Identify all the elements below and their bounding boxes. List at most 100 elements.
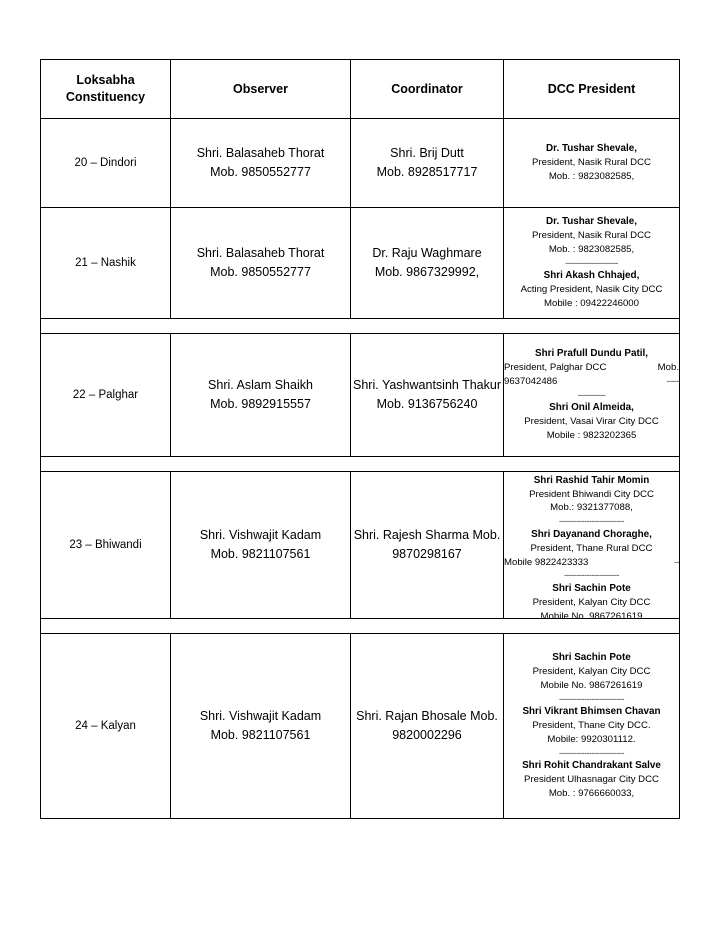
dcc-name: Shri Sachin Pote [552, 582, 631, 594]
coordinator-mobile: Mob. 9136756240 [376, 397, 478, 411]
dcc-content: Shri Rashid Tahir Momin President Bhiwan… [504, 474, 679, 618]
cell-observer: Shri. Balasaheb Thorat Mob. 9850552777 [170, 118, 351, 208]
cell-dcc-president: Shri Rashid Tahir Momin President Bhiwan… [503, 471, 680, 619]
cell-coordinator: Shri. Yashwantsinh Thakur Mob. 913675624… [350, 333, 504, 457]
dcc-separator: -------------------------- [559, 516, 624, 527]
cell-constituency: 23 – Bhiwandi [40, 471, 171, 619]
spacer-row [40, 318, 680, 334]
dcc-title: President, Kalyan City DCC [532, 666, 651, 678]
dcc-name: Shri Vikrant Bhimsen Chavan [522, 706, 661, 718]
dcc-entry: Shri Vikrant Bhimsen Chavan President, T… [505, 705, 679, 746]
dcc-separator: ----------- [577, 389, 606, 400]
cell-coordinator: Shri. Rajesh Sharma Mob. 9870298167 [350, 471, 504, 619]
dcc-title-line: President, Palghar DCC Mob. [504, 361, 679, 375]
cell-dcc-president: Dr. Tushar Shevale, President, Nasik Rur… [503, 207, 680, 319]
observer-mobile: Mob. 9821107561 [210, 547, 311, 561]
dcc-title: President, Vasai Virar City DCC [524, 416, 659, 428]
dcc-name: Shri Dayanand Choraghe, [531, 528, 652, 540]
cell-observer: Shri. Vishwajit Kadam Mob. 9821107561 [170, 633, 351, 819]
coordinator-name: Shri. Rajan Bhosale Mob. [356, 709, 498, 724]
dcc-name: Shri Akash Chhajed, [543, 270, 640, 282]
column-header-constituency-line2: Constituency [65, 90, 146, 104]
cell-constituency: 21 – Nashik [40, 207, 171, 319]
column-header-coordinator: Coordinator [350, 59, 504, 119]
dcc-name: Shri Prafull Dundu Patil, [534, 348, 649, 360]
table-row: 21 – Nashik Shri. Balasaheb Thorat Mob. … [40, 207, 680, 319]
coordinator-mobile: Mob. 8928517717 [376, 165, 478, 179]
dcc-mobile: Mobile No. 9867261619 [540, 679, 643, 691]
spacer-cell [40, 456, 680, 472]
dcc-entry: Shri Onil Almeida, President, Vasai Vira… [505, 401, 679, 442]
dcc-name: Shri Rohit Chandrakant Salve [522, 760, 661, 772]
coordinator-mobile: Mob. 9867329992, [374, 265, 480, 279]
dcc-mobile: Mob. : 9823082585, [548, 171, 635, 183]
coordinator-name: Shri. Yashwantsinh Thakur [353, 378, 501, 393]
dcc-mobile: Mob.: 9321377088, [550, 502, 633, 514]
column-header-dcc-president: DCC President [503, 59, 680, 119]
dcc-title: President, Nasik Rural DCC [532, 230, 651, 242]
spacer-row [40, 456, 680, 472]
table-row: 20 – Dindori Shri. Balasaheb Thorat Mob.… [40, 118, 680, 208]
column-header-constituency-line1: Loksabha [76, 73, 135, 88]
cell-dcc-president: Shri Sachin Pote President, Kalyan City … [503, 633, 680, 819]
spacer-cell [40, 618, 680, 634]
dcc-separator-fragment: ----- [666, 376, 679, 386]
observer-mobile: Mob. 9821107561 [210, 728, 311, 742]
dcc-mobile: Mobile : 09422246000 [544, 298, 639, 310]
dcc-entry: Shri Akash Chhajed, Acting President, Na… [505, 269, 679, 310]
coordinator-name: Shri. Brij Dutt [390, 146, 464, 161]
dcc-title: President, Thane Rural DCC [530, 542, 653, 554]
observer-name: Shri. Vishwajit Kadam [199, 709, 322, 724]
table-header-row: Loksabha Constituency Observer Coordinat… [40, 59, 680, 119]
dcc-title: President Bhiwandi City DCC [529, 488, 654, 500]
dcc-entry: Shri Dayanand Choraghe, President, Thane… [504, 528, 679, 570]
dcc-entry: Shri Rohit Chandrakant Salve President U… [505, 759, 679, 800]
cell-coordinator: Dr. Raju Waghmare Mob. 9867329992, [350, 207, 504, 319]
dcc-entry: Shri Rashid Tahir Momin President Bhiwan… [505, 474, 679, 515]
dcc-title: Acting President, Nasik City DCC [520, 284, 663, 296]
cell-observer: Shri. Balasaheb Thorat Mob. 9850552777 [170, 207, 351, 319]
table-row: 23 – Bhiwandi Shri. Vishwajit Kadam Mob.… [40, 471, 680, 619]
dcc-title: President, Kalyan City DCC [532, 596, 651, 608]
observer-mobile: Mob. 9850552777 [210, 165, 311, 179]
dcc-title: President, Palghar DCC [504, 362, 607, 374]
dcc-separator: --------------------- [565, 257, 618, 268]
cell-observer: Shri. Vishwajit Kadam Mob. 9821107561 [170, 471, 351, 619]
dcc-mobile: Mobile 9822423333 [504, 556, 589, 568]
dcc-entry: Shri Prafull Dundu Patil, President, Pal… [504, 347, 679, 389]
dcc-separator: -------------------------- [559, 747, 624, 758]
dcc-mobile: 9637042486 [504, 376, 558, 387]
constituency-roster-table: Loksabha Constituency Observer Coordinat… [40, 59, 680, 819]
cell-observer: Shri. Aslam Shaikh Mob. 9892915557 [170, 333, 351, 457]
column-header-constituency: Loksabha Constituency [40, 59, 171, 119]
dcc-separator-fragment: -- [674, 556, 679, 567]
dcc-title: President, Thane City DCC. [532, 720, 651, 732]
dcc-separator: ---------------------- [564, 570, 619, 581]
dcc-name: Shri Onil Almeida, [549, 402, 634, 414]
observer-name: Shri. Balasaheb Thorat [196, 246, 325, 261]
spacer-row [40, 618, 680, 634]
dcc-mobile: Mobile : 9823202365 [546, 430, 637, 442]
dcc-mobile: Mob. : 9823082585, [548, 244, 635, 255]
cell-coordinator: Shri. Brij Dutt Mob. 8928517717 [350, 118, 504, 208]
dcc-mobile: Mobile: 9920301112. [547, 734, 636, 746]
observer-name: Shri. Aslam Shaikh [208, 378, 313, 393]
dcc-mobile-line: Mobile 9822423333 -- [504, 556, 679, 570]
cell-dcc-president: Shri Prafull Dundu Patil, President, Pal… [503, 333, 680, 457]
dcc-title: President, Nasik Rural DCC [532, 157, 651, 169]
coordinator-name: Shri. Rajesh Sharma Mob. [353, 528, 501, 543]
cell-constituency: 20 – Dindori [40, 118, 171, 208]
spacer-cell [40, 318, 680, 334]
cell-constituency: 24 – Kalyan [40, 633, 171, 819]
observer-name: Shri. Balasaheb Thorat [196, 146, 325, 161]
dcc-mobile-line: 9637042486 ----- [504, 375, 679, 389]
cell-constituency: 22 – Palghar [40, 333, 171, 457]
table-row: 22 – Palghar Shri. Aslam Shaikh Mob. 989… [40, 333, 680, 457]
coordinator-name: Dr. Raju Waghmare [372, 246, 482, 261]
cell-dcc-president: Dr. Tushar Shevale, President, Nasik Rur… [503, 118, 680, 208]
dcc-name: Dr. Tushar Shevale, [546, 216, 637, 228]
dcc-name: Shri Rashid Tahir Momin [533, 474, 650, 486]
observer-mobile: Mob. 9892915557 [210, 397, 311, 411]
observer-name: Shri. Vishwajit Kadam [199, 528, 322, 543]
